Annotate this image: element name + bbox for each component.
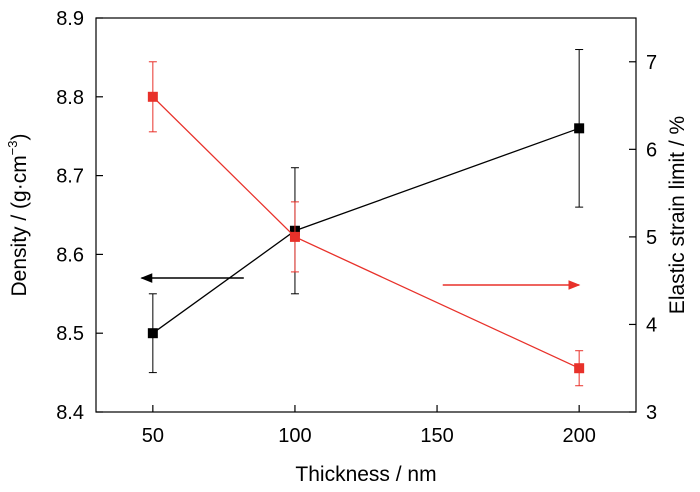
- x-axis: 50 100 150 200: [142, 405, 596, 447]
- series-line: [152, 96, 580, 369]
- left-y-axis-title-sup: −3: [5, 140, 20, 155]
- annotation-layer: [140, 273, 581, 290]
- left-y-tick-label: 8.8: [56, 87, 84, 109]
- data-point: [147, 328, 158, 339]
- right-y-tick-label: 6: [646, 139, 657, 161]
- right-y-tick-label: 4: [646, 314, 657, 336]
- left-y-tick-label: 8.4: [56, 402, 84, 424]
- left-y-tick-label: 8.5: [56, 323, 84, 345]
- left-y-axis-title-main: Density / (g·cm: [8, 155, 31, 296]
- data-point: [574, 123, 585, 134]
- right-y-tick-label: 5: [646, 227, 657, 249]
- right-y-axis: 3 4 5 6 7: [629, 52, 657, 424]
- left-y-tick-label: 8.6: [56, 244, 84, 266]
- left-y-axis: 8.4 8.5 8.6 8.7 8.8 8.9: [56, 8, 103, 424]
- left-y-axis-title-close: ): [8, 133, 31, 140]
- data-point: [147, 91, 158, 102]
- x-tick-label: 50: [142, 425, 164, 447]
- series-density: [147, 49, 585, 374]
- x-tick-label: 200: [562, 425, 595, 447]
- left-y-tick-label: 8.7: [56, 166, 84, 188]
- plot-frame: [95, 17, 637, 413]
- data-point: [289, 231, 300, 242]
- left-y-tick-label: 8.9: [56, 8, 84, 30]
- x-tick-label: 100: [278, 425, 311, 447]
- left-y-axis-title: Density / (g·cm−3): [5, 133, 31, 296]
- right-y-axis-title: Elastic strain limit / %: [666, 116, 689, 314]
- x-axis-title: Thickness / nm: [295, 463, 436, 486]
- x-tick-label: 150: [420, 425, 453, 447]
- right-y-tick-label: 7: [646, 52, 657, 74]
- right-y-tick-label: 3: [646, 402, 657, 424]
- data-point: [574, 363, 585, 374]
- series-elastic-strain: [147, 61, 585, 387]
- series-layer: [147, 49, 585, 387]
